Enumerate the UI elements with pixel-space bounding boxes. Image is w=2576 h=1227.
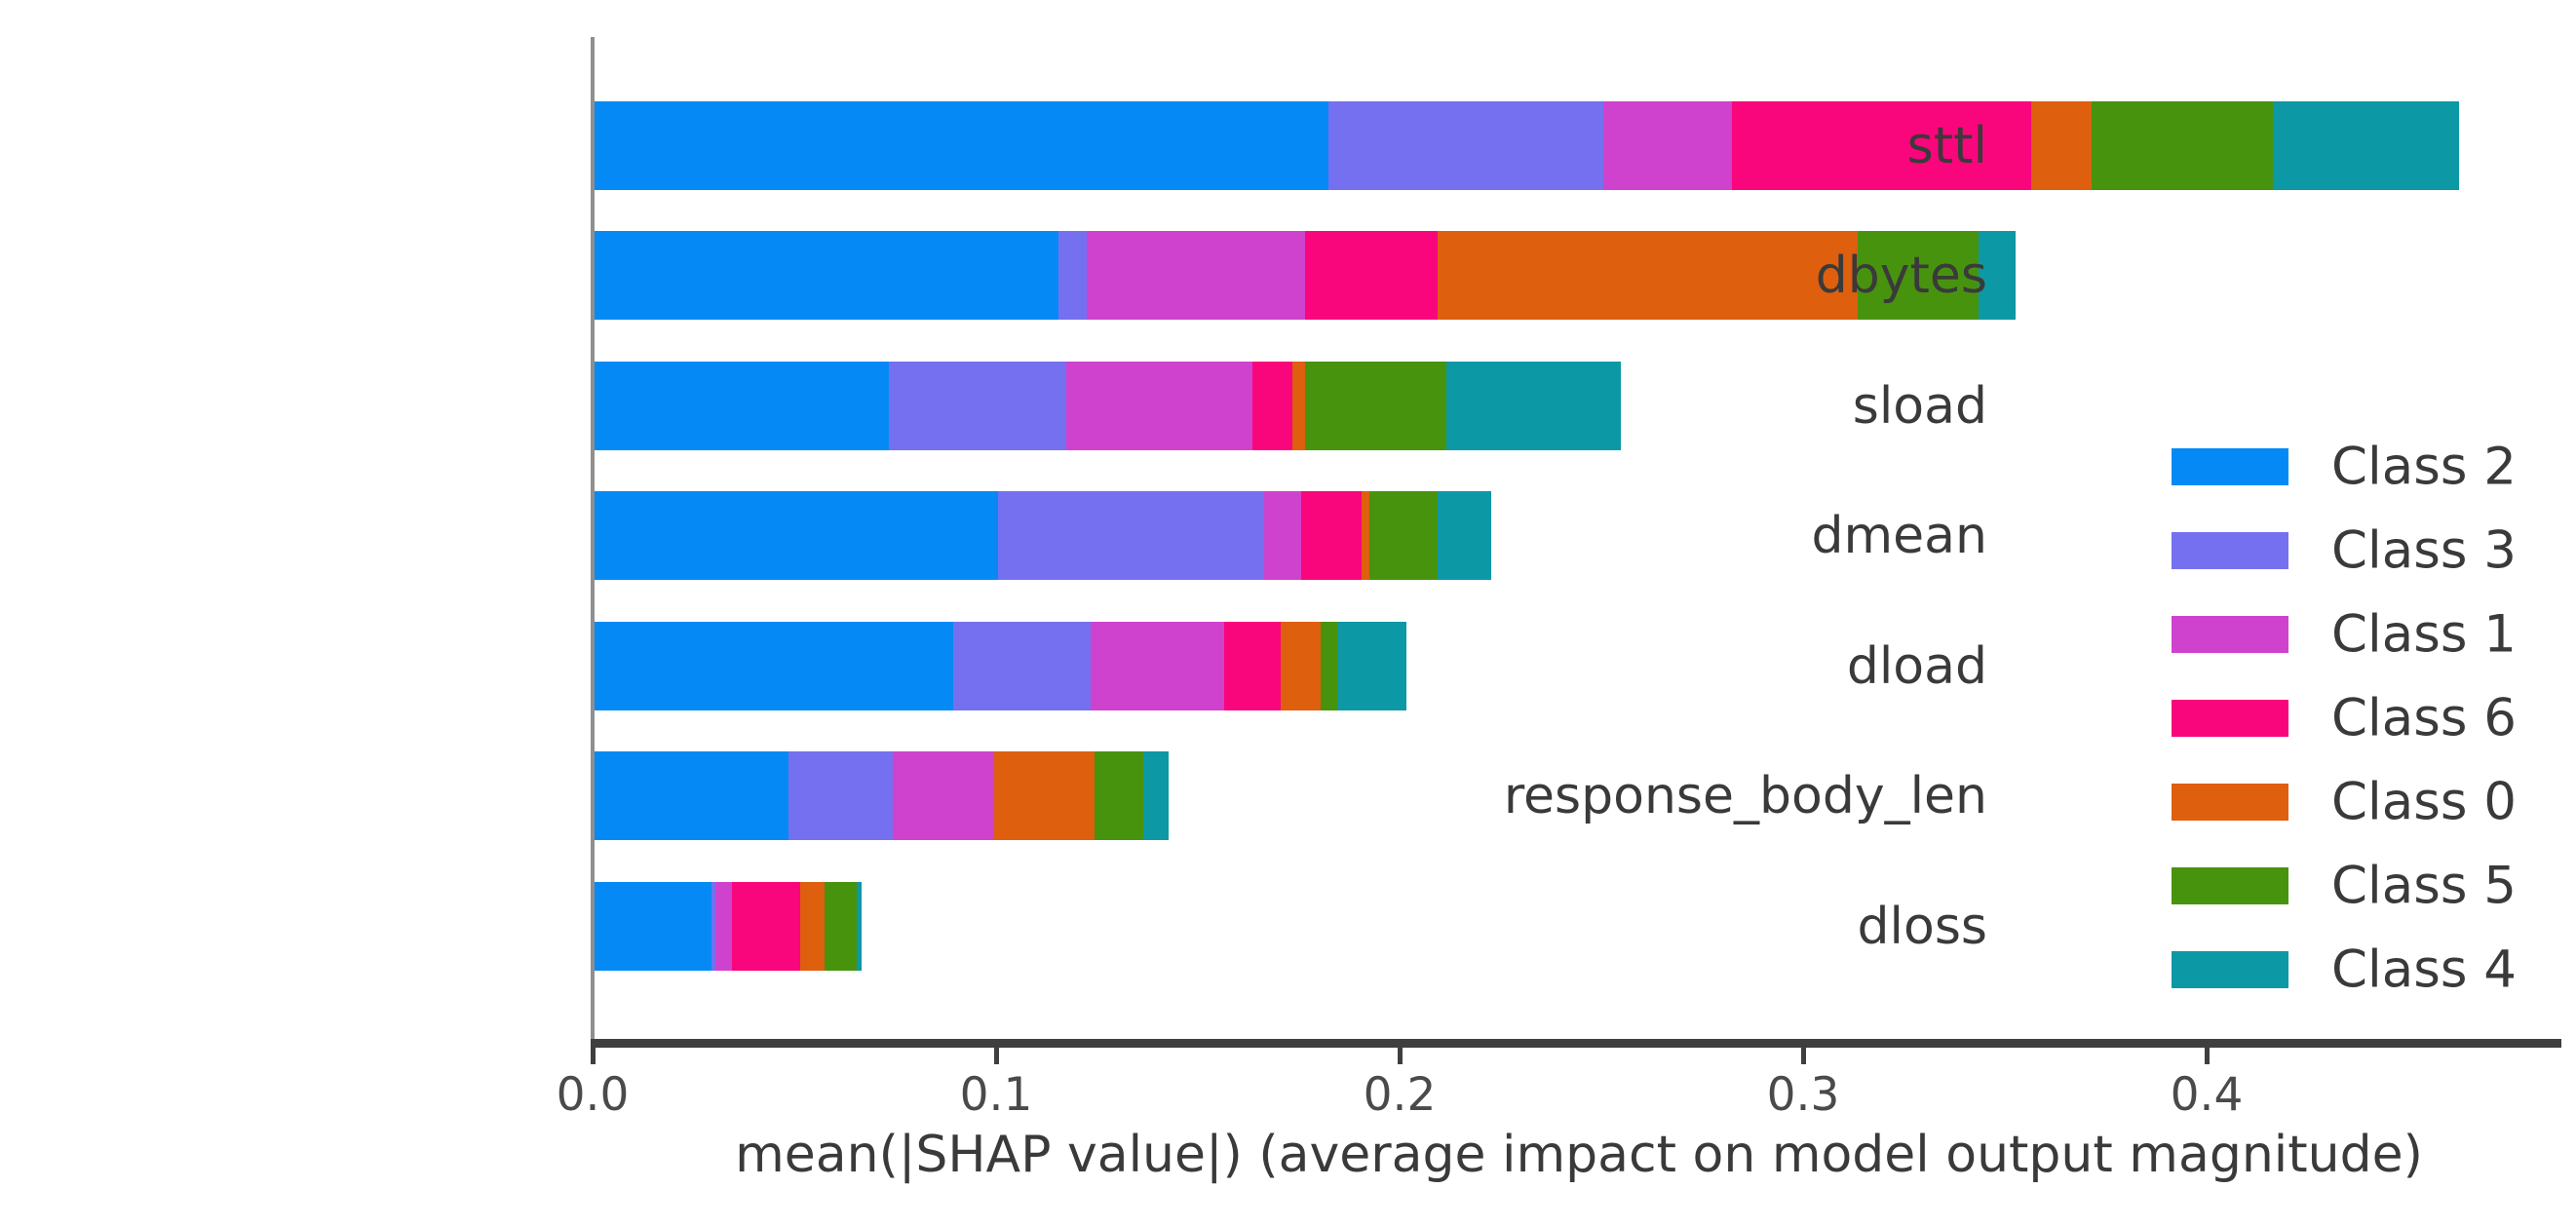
x-tick-mark (994, 1048, 999, 1064)
legend-label: Class 5 (2331, 856, 2518, 916)
bar-row (595, 622, 1409, 710)
bar-segment (2092, 101, 2274, 190)
bar-segment (595, 231, 1059, 320)
feature-label: sload (1852, 376, 1987, 436)
x-tick-label: 0.4 (2170, 1068, 2244, 1122)
feature-label: dbytes (1815, 246, 1987, 305)
bar-segment (889, 362, 1067, 450)
y-axis-spine (591, 37, 595, 1047)
x-axis-label: mean(|SHAP value|) (average impact on mo… (735, 1126, 2423, 1184)
x-tick-mark (2205, 1048, 2210, 1064)
legend-swatch (2172, 951, 2288, 988)
bar-segment (825, 882, 858, 971)
feature-label: dloss (1857, 897, 1987, 956)
bar-segment (1264, 491, 1301, 580)
bar-segment (953, 622, 1092, 710)
legend-swatch (2172, 448, 2288, 485)
bar-segment (1603, 101, 1733, 190)
bar-segment (595, 362, 890, 450)
bar-segment (994, 751, 1096, 840)
feature-label: dmean (1811, 506, 1987, 565)
bar-segment (1438, 231, 1859, 320)
x-tick-label: 0.0 (556, 1068, 630, 1122)
legend-swatch (2172, 616, 2288, 653)
x-tick-mark (1398, 1048, 1403, 1064)
bar-segment (800, 882, 826, 971)
bar-segment (1305, 362, 1447, 450)
bar-segment (1066, 362, 1252, 450)
legend-label: Class 3 (2331, 520, 2518, 581)
bar-segment (595, 622, 954, 710)
x-tick-label: 0.1 (959, 1068, 1033, 1122)
bar-row (595, 882, 865, 971)
bar-segment (1369, 491, 1439, 580)
legend-swatch (2172, 700, 2288, 737)
legend-label: Class 2 (2331, 437, 2518, 497)
bar-segment (1438, 491, 1491, 580)
x-tick-label: 0.3 (1766, 1068, 1840, 1122)
x-tick-mark (591, 1048, 596, 1064)
bar-row (595, 231, 2019, 320)
bar-segment (2273, 101, 2459, 190)
legend-swatch (2172, 867, 2288, 904)
bar-segment (715, 882, 733, 971)
bar-segment (711, 882, 716, 971)
bar-segment (857, 882, 862, 971)
bar-segment (1305, 231, 1440, 320)
legend-label: Class 1 (2331, 604, 2518, 665)
x-tick-label: 0.2 (1363, 1068, 1437, 1122)
bar-row (595, 362, 1624, 450)
bar-segment (1328, 101, 1604, 190)
legend-swatch (2172, 532, 2288, 569)
bar-segment (2031, 101, 2093, 190)
feature-label: response_body_len (1503, 766, 1987, 825)
bar-segment (595, 491, 999, 580)
bar-segment (1446, 362, 1621, 450)
bar-segment (1143, 751, 1169, 840)
bar-segment (998, 491, 1265, 580)
legend-label: Class 4 (2331, 939, 2518, 1000)
bar-segment (788, 751, 895, 840)
x-tick-mark (1801, 1048, 1806, 1064)
bar-segment (1058, 231, 1088, 320)
feature-label: sttl (1906, 116, 1987, 175)
bar-segment (1095, 751, 1144, 840)
bar-segment (1979, 231, 2016, 320)
bar-segment (1087, 231, 1306, 320)
bar-segment (1224, 622, 1282, 710)
bar-segment (1732, 101, 2031, 190)
bar-row (595, 491, 1494, 580)
bar-segment (893, 751, 995, 840)
bar-segment (595, 751, 789, 840)
feature-label: dload (1846, 636, 1987, 696)
legend-label: Class 0 (2331, 772, 2518, 832)
bar-segment (1292, 362, 1305, 450)
bar-segment (1858, 231, 1980, 320)
x-axis-line (591, 1039, 2561, 1048)
bar-row (595, 751, 1172, 840)
legend-swatch (2172, 784, 2288, 821)
bar-segment (595, 882, 712, 971)
legend-label: Class 6 (2331, 688, 2518, 748)
bar-segment (1252, 362, 1293, 450)
bar-row (595, 101, 2463, 190)
bar-segment (732, 882, 801, 971)
bar-segment (1301, 491, 1363, 580)
bar-segment (1321, 622, 1338, 710)
bar-segment (1091, 622, 1225, 710)
bar-segment (1362, 491, 1370, 580)
bar-segment (1281, 622, 1322, 710)
bar-segment (1337, 622, 1406, 710)
bar-segment (595, 101, 1329, 190)
